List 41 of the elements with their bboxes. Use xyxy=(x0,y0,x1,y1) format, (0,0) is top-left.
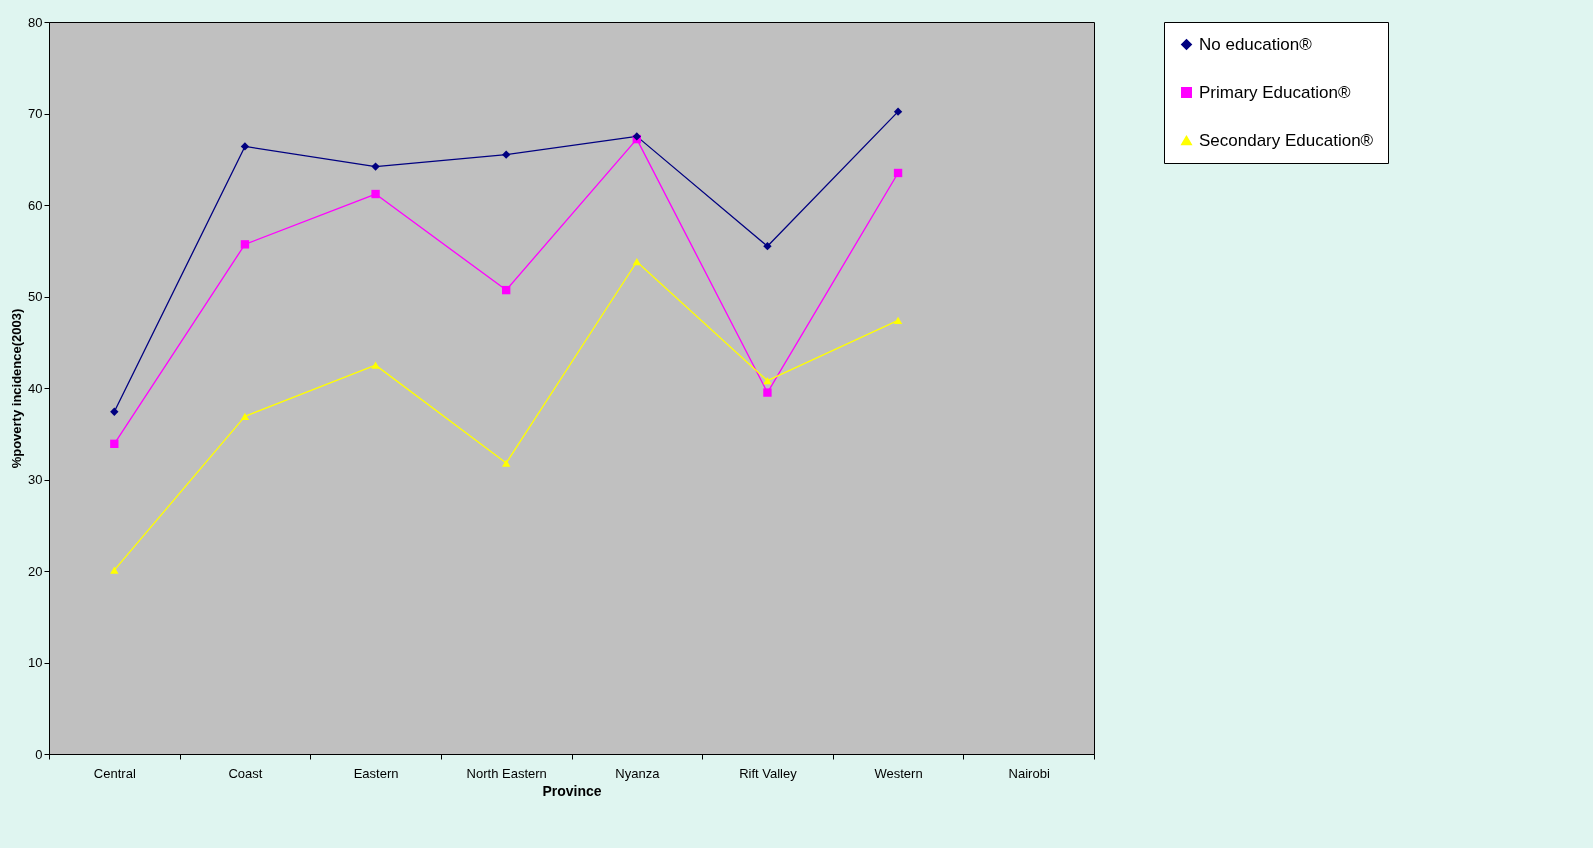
legend-label: Primary Education® xyxy=(1199,82,1351,102)
point xyxy=(240,142,250,151)
y-tick-label: 10 xyxy=(28,655,43,670)
y-tick-label: 20 xyxy=(28,563,43,579)
x-tick-label: Nairobi xyxy=(1008,765,1050,781)
y-tick-label: 60 xyxy=(28,197,43,213)
x-tick-label: Eastern xyxy=(353,765,399,781)
point xyxy=(893,316,903,324)
y-tick-label: 70 xyxy=(28,106,43,121)
x-tick-label: North Eastern xyxy=(466,765,547,781)
point xyxy=(632,258,641,266)
point xyxy=(110,407,119,416)
point xyxy=(371,189,380,199)
legend-label: No education® xyxy=(1199,34,1313,54)
point xyxy=(763,241,772,251)
point xyxy=(893,107,903,116)
y-tick-label: 0 xyxy=(35,746,43,762)
x-tick-label: Central xyxy=(93,765,136,781)
point xyxy=(502,285,511,295)
x-axis-title: Province xyxy=(542,782,602,799)
point xyxy=(371,162,380,171)
x-tick-label: Coast xyxy=(228,765,263,781)
y-tick-label: 30 xyxy=(28,472,43,487)
x-tick-label: Nyanza xyxy=(615,765,661,781)
point xyxy=(502,459,511,467)
point xyxy=(893,168,903,178)
point xyxy=(240,412,250,420)
point xyxy=(763,388,772,397)
y-tick-label: 40 xyxy=(28,380,43,396)
x-tick-label: Rift Valley xyxy=(739,765,798,781)
point xyxy=(110,439,119,448)
point xyxy=(763,377,772,385)
y-tick-label: 50 xyxy=(28,289,43,304)
legend-label: Secondary Education® xyxy=(1199,130,1374,150)
y-tick-label: 80 xyxy=(28,14,43,30)
point xyxy=(240,240,250,249)
x-tick-label: Western xyxy=(874,765,923,781)
point xyxy=(371,361,380,369)
point xyxy=(502,150,511,159)
y-axis-title: %poverty incidence(2003) xyxy=(9,308,25,469)
point xyxy=(110,566,119,574)
